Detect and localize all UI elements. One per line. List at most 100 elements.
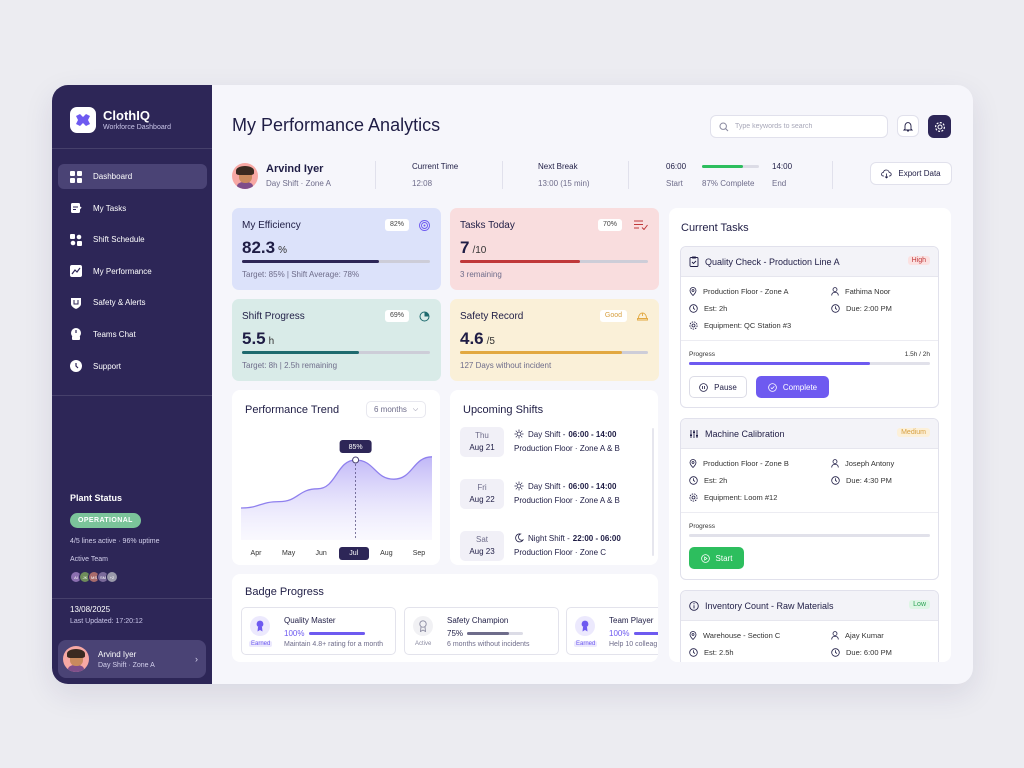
- date-box: Thu Aug 21: [460, 427, 504, 457]
- date: 13/08/2025: [70, 605, 111, 614]
- settings-button[interactable]: [928, 115, 951, 138]
- tooltip: [339, 440, 372, 453]
- tasks-today-card[interactable]: Tasks Today 70% 7/10 3 remaining: [450, 208, 659, 290]
- uptime: 96% uptime: [122, 538, 160, 545]
- moon-icon: [515, 533, 524, 543]
- task-due: Due: 2:00 PM: [831, 304, 892, 313]
- month-aug[interactable]: Aug: [380, 550, 393, 557]
- trend-chart[interactable]: 85%: [232, 428, 440, 544]
- sidebar-item-my-tasks[interactable]: My Tasks: [58, 196, 207, 221]
- status-badge: OPERATIONAL: [70, 513, 141, 528]
- medal-icon: [413, 616, 433, 636]
- panel-title: Performance Trend: [245, 404, 340, 416]
- month-apr[interactable]: Apr: [250, 550, 262, 557]
- trend-line: [240, 456, 433, 509]
- date: Aug 23: [469, 547, 495, 556]
- current-tasks-panel: Current Tasks Quality Check - Production…: [669, 208, 951, 662]
- shift-item[interactable]: Fri Aug 22 Day Shift -06:00 - 14:00 Produ…: [460, 479, 645, 509]
- task-location-text: Production Floor - Zone A: [703, 287, 789, 296]
- divider: [681, 512, 938, 513]
- divider: [502, 161, 503, 189]
- date: Aug 22: [469, 495, 495, 504]
- task-card[interactable]: Inventory Count - Raw Materials Low Ware…: [680, 590, 939, 662]
- logo-icon: [70, 107, 96, 133]
- value-unit: h: [268, 336, 275, 347]
- range-value: 6 months: [374, 405, 407, 414]
- medal-icon: [250, 616, 270, 636]
- divider: [681, 340, 938, 341]
- location-zone: Zone A & B: [579, 496, 620, 505]
- gear-icon: [689, 321, 698, 330]
- button-label: Start: [715, 553, 733, 563]
- range-select[interactable]: 6 months ⌵: [366, 401, 426, 418]
- export-label: Export Data: [898, 169, 941, 178]
- badge-progress-bar: [309, 632, 365, 635]
- complete-button[interactable]: Complete: [756, 376, 829, 398]
- notifications-button[interactable]: [897, 115, 919, 137]
- search-box[interactable]: [710, 115, 888, 138]
- shift-item[interactable]: Sat Aug 23 Night Shift -22:00 - 06:00 Pro…: [460, 531, 645, 561]
- badge-card[interactable]: Team Player 100% Help 10 colleag Earned: [566, 607, 658, 655]
- efficiency-card[interactable]: My Efficiency 82% 82.3% Target: 85% | Sh…: [232, 208, 441, 290]
- shift-item[interactable]: Thu Aug 21 Day Shift -06:00 - 14:00 Produ…: [460, 427, 645, 457]
- scrollbar[interactable]: [652, 428, 654, 556]
- search-input[interactable]: [735, 123, 875, 130]
- badge-card[interactable]: Safety Champion 75% 6 months without inc…: [404, 607, 559, 655]
- shift-type: Night Shift: [528, 533, 565, 543]
- pause-button[interactable]: Pause: [689, 376, 747, 398]
- task-card[interactable]: Machine Calibration Medium Production Fl…: [680, 418, 939, 580]
- badge-card[interactable]: Quality Master 100% Maintain 4.8+ rating…: [241, 607, 396, 655]
- sidebar-item-dashboard[interactable]: Dashboard: [58, 164, 207, 189]
- task-assignee: Joseph Antony: [831, 459, 894, 468]
- sidebar-item-shift-schedule[interactable]: Shift Schedule: [58, 227, 207, 252]
- badge-status: Active: [415, 641, 432, 647]
- task-equipment: Equipment: Loom #12: [689, 493, 777, 502]
- task-assignee: Ajay Kumar: [831, 631, 884, 640]
- sidebar-item-label: My Tasks: [93, 203, 127, 213]
- sidebar-item-support[interactable]: Support: [58, 354, 207, 379]
- start-button[interactable]: Start: [689, 547, 744, 569]
- task-progress-bar: [689, 362, 930, 365]
- shift-hours: 06:00 - 14:00: [568, 429, 617, 439]
- card-note: 3 remaining: [460, 270, 502, 279]
- export-data-button[interactable]: Export Data: [870, 162, 952, 185]
- shift-time: Day Shift -06:00 - 14:00: [514, 481, 616, 491]
- clipboard-icon: [71, 203, 82, 214]
- sidebar-item-my-performance[interactable]: My Performance: [58, 259, 207, 284]
- divider: [52, 598, 212, 599]
- task-header: Machine Calibration Medium: [681, 419, 938, 449]
- task-card[interactable]: Quality Check - Production Line A High P…: [680, 246, 939, 408]
- progress-bar: [460, 351, 648, 354]
- clock-icon: [831, 304, 840, 313]
- highlight-point[interactable]: [352, 456, 360, 464]
- safety-record-card[interactable]: Safety Record Good 4.6/5 127 Days withou…: [450, 299, 659, 381]
- check-circle-icon: [768, 382, 777, 392]
- month-sep[interactable]: Sep: [412, 550, 426, 557]
- plant-status-title: Plant Status: [70, 493, 123, 503]
- badge-progress-bar: [634, 632, 658, 635]
- clock-icon: [689, 476, 698, 485]
- month-jul[interactable]: Jul: [338, 547, 369, 560]
- badge-name: Team Player: [609, 616, 654, 625]
- sidebar-item-safety-alerts[interactable]: Safety & Alerts: [58, 290, 207, 315]
- badge-percent: 100%: [284, 629, 305, 638]
- month-jun[interactable]: Jun: [315, 550, 327, 557]
- button-label: Pause: [714, 382, 737, 392]
- divider: [628, 161, 629, 189]
- badge-percent: 75%: [447, 629, 464, 638]
- profile-card[interactable]: Arvind Iyer Day Shift · Zone A ›: [58, 640, 206, 678]
- tooltip-label: 85%: [349, 444, 363, 451]
- team-avatars[interactable]: AI JK MS SM +2: [70, 571, 118, 583]
- sliders-icon: [690, 429, 698, 438]
- user-name: Arvind Iyer: [266, 163, 324, 175]
- progress-time: 1.5h / 2h: [904, 351, 930, 358]
- avatar-more: +2: [106, 571, 118, 583]
- status-pill: Good: [599, 310, 627, 322]
- target-icon: [419, 220, 430, 231]
- sidebar-item-teams-chat[interactable]: Teams Chat: [58, 322, 207, 347]
- month-may[interactable]: May: [281, 550, 296, 557]
- task-progress-bar: [689, 534, 930, 537]
- lines-active: 4/5 lines active: [70, 538, 117, 545]
- brand: ClothIQ Workforce Dashboard: [70, 107, 171, 133]
- shift-progress-card[interactable]: Shift Progress 69% 5.5 h Target: 8h | 2.5…: [232, 299, 441, 381]
